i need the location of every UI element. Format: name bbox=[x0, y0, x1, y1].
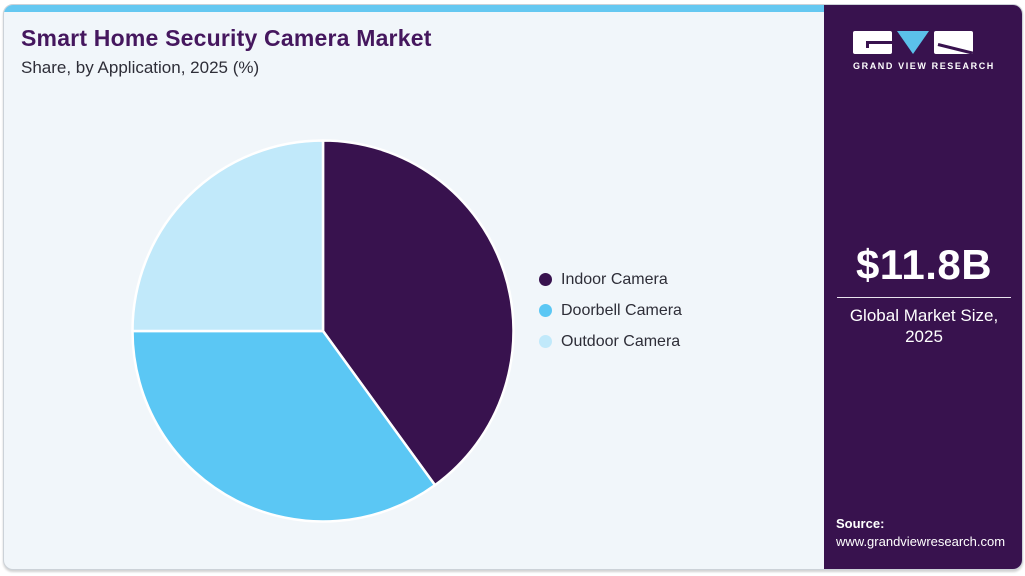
market-size-metric: $11.8B Global Market Size, 2025 bbox=[824, 241, 1022, 348]
pie-slice-doorbell-camera bbox=[131, 329, 437, 523]
page-subtitle: Share, by Application, 2025 (%) bbox=[21, 58, 260, 77]
legend-item-indoor-camera: Indoor Camera bbox=[539, 270, 682, 289]
legend-label: Outdoor Camera bbox=[561, 332, 681, 350]
logo-g-icon bbox=[853, 31, 892, 54]
legend-item-outdoor-camera: Outdoor Camera bbox=[539, 332, 682, 351]
pie-slice-outdoor-camera bbox=[131, 139, 325, 333]
pie-slice-indoor-camera bbox=[321, 139, 515, 487]
legend-label: Doorbell Camera bbox=[561, 301, 682, 319]
market-size-label: Global Market Size, 2025 bbox=[824, 305, 1022, 348]
logo-glyphs bbox=[853, 31, 998, 54]
source-url: www.grandviewresearch.com bbox=[836, 534, 1006, 549]
legend-dot-outdoor-camera-icon bbox=[539, 335, 552, 348]
pie-chart bbox=[130, 138, 516, 524]
source-block: Source: www.grandviewresearch.com bbox=[836, 516, 1005, 549]
source-label: Source: bbox=[836, 516, 885, 531]
infographic-card: Smart Home Security Camera Market Share,… bbox=[3, 4, 1023, 570]
legend-dot-indoor-camera-icon bbox=[539, 273, 552, 286]
logo-r-icon bbox=[934, 31, 973, 54]
chart-legend: Indoor Camera Doorbell Camera Outdoor Ca… bbox=[539, 270, 682, 351]
market-size-label-line2: 2025 bbox=[905, 327, 943, 347]
grand-view-research-logo: GRAND VIEW RESEARCH bbox=[853, 31, 998, 71]
top-accent-bar bbox=[4, 5, 824, 12]
market-size-label-line1: Global Market Size, bbox=[849, 306, 999, 325]
market-size-value: $11.8B bbox=[855, 241, 993, 288]
sidebar: GRAND VIEW RESEARCH $11.8B Global Market… bbox=[824, 5, 1022, 569]
logo-v-icon bbox=[897, 31, 929, 54]
legend-label: Indoor Camera bbox=[561, 270, 668, 288]
page-title: Smart Home Security Camera Market bbox=[21, 25, 432, 51]
legend-dot-doorbell-camera-icon bbox=[539, 304, 552, 317]
logo-text: GRAND VIEW RESEARCH bbox=[853, 61, 995, 71]
legend-item-doorbell-camera: Doorbell Camera bbox=[539, 301, 682, 320]
pie-chart-svg bbox=[131, 139, 515, 523]
metric-divider bbox=[837, 297, 1011, 298]
